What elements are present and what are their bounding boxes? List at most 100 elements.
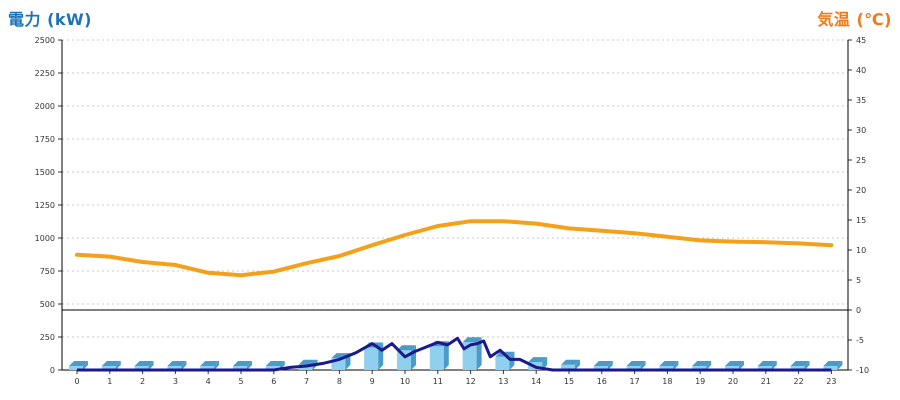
x-tick-label: 0: [74, 377, 79, 386]
power-bar: [233, 366, 247, 370]
power-bar-side: [706, 361, 712, 370]
power-bar: [200, 366, 215, 370]
power-bar-side: [214, 361, 220, 370]
x-tick-label: 14: [531, 377, 541, 386]
x-tick-label: 8: [337, 377, 342, 386]
power-bar-side: [542, 357, 548, 370]
power-bar-top: [528, 357, 548, 363]
power-bar: [134, 366, 149, 370]
x-tick-label: 1: [107, 377, 112, 386]
power-bar-top: [101, 361, 121, 367]
x-tick-label: 4: [206, 377, 211, 386]
power-bar-top: [626, 361, 646, 367]
power-bar-top: [265, 361, 285, 367]
y-right-tick-label: -10: [856, 366, 869, 375]
power-bar-side: [771, 361, 777, 370]
x-tick-label: 12: [466, 377, 476, 386]
power-bar: [593, 366, 608, 370]
power-bar: [101, 366, 116, 370]
x-tick-label: 6: [271, 377, 276, 386]
y-axis-right-title: 気温 (℃): [817, 10, 892, 29]
power-bar-top: [233, 361, 252, 367]
power-bar-side: [575, 359, 580, 370]
y-right-tick-label: 10: [856, 246, 866, 255]
x-tick-label: 21: [761, 377, 771, 386]
power-bar: [659, 366, 674, 370]
y-left-tick-label: 0: [50, 366, 55, 375]
power-bar-side: [837, 361, 843, 370]
power-bar: [364, 347, 379, 370]
y-right-tick-label: 40: [856, 66, 866, 75]
power-line: [77, 336, 832, 372]
power-bar: [561, 364, 575, 370]
power-bar-top: [659, 361, 679, 367]
x-tick-label: 3: [173, 377, 178, 386]
x-tick-label: 5: [238, 377, 243, 386]
x-tick-label: 2: [140, 377, 145, 386]
power-bar: [692, 366, 707, 370]
x-tick-label: 9: [370, 377, 375, 386]
power-bar: [757, 366, 772, 370]
x-tick-label: 23: [826, 377, 836, 386]
y-left-tick-label: 1250: [35, 201, 55, 210]
power-bar-side: [247, 361, 252, 370]
power-bar-side: [83, 361, 88, 370]
power-bar-side: [607, 361, 613, 370]
power-bar-top: [167, 361, 187, 367]
x-tick-label: 15: [564, 377, 574, 386]
x-tick-label: 10: [400, 377, 410, 386]
power-bar-side: [181, 361, 187, 370]
power-bar: [69, 366, 83, 370]
x-tick-label: 7: [304, 377, 309, 386]
y-right-tick-label: 35: [856, 96, 866, 105]
power-bar: [626, 366, 641, 370]
x-tick-label: 19: [695, 377, 705, 386]
y-left-tick-label: 750: [40, 267, 55, 276]
y-right-tick-label: 15: [856, 216, 866, 225]
y-left-tick-label: 2000: [35, 102, 55, 111]
y-left-tick-label: 2250: [35, 69, 55, 78]
y-right-tick-label: 0: [856, 306, 861, 315]
power-bar-top: [561, 359, 580, 365]
power-bar: [429, 346, 444, 370]
power-bar: [725, 366, 739, 370]
temperature-line: [75, 219, 834, 278]
power-bar-side: [115, 361, 121, 370]
power-bar-top: [790, 361, 810, 367]
y-right-tick-label: 45: [856, 36, 866, 45]
x-tick-label: 20: [728, 377, 738, 386]
power-bar-side: [443, 341, 449, 370]
y-right-tick-label: 20: [856, 186, 866, 195]
y-left-tick-label: 250: [40, 333, 55, 342]
power-bar: [790, 366, 805, 370]
power-bar-top: [462, 337, 482, 343]
y-axis-left-title: 電力 (kW): [8, 10, 92, 29]
power-bar-side: [804, 361, 810, 370]
power-bar-top: [725, 361, 744, 367]
power-bar: [265, 366, 280, 370]
x-tick-label: 13: [498, 377, 508, 386]
power-bar-top: [298, 359, 318, 365]
power-bar-side: [673, 361, 679, 370]
y-left-tick-label: 500: [40, 300, 55, 309]
x-tick-label: 22: [794, 377, 804, 386]
y-right-tick-label: 5: [856, 276, 861, 285]
power-bar-top: [397, 345, 416, 351]
x-tick-label: 17: [630, 377, 640, 386]
x-tick-label: 18: [662, 377, 672, 386]
x-tick-label: 16: [597, 377, 607, 386]
power-bar: [331, 358, 346, 370]
power-bar-top: [692, 361, 712, 367]
power-bar-top: [757, 361, 777, 367]
power-bar: [823, 366, 838, 370]
y-right-tick-label: -5: [856, 336, 864, 345]
y-left-tick-label: 1000: [35, 234, 55, 243]
power-bar: [167, 366, 182, 370]
y-left-tick-label: 1750: [35, 135, 55, 144]
y-left-tick-label: 1500: [35, 168, 55, 177]
y-right-tick-label: 30: [856, 126, 866, 135]
power-bar-side: [148, 361, 154, 370]
x-tick-label: 11: [433, 377, 443, 386]
power-bar: [495, 356, 510, 370]
